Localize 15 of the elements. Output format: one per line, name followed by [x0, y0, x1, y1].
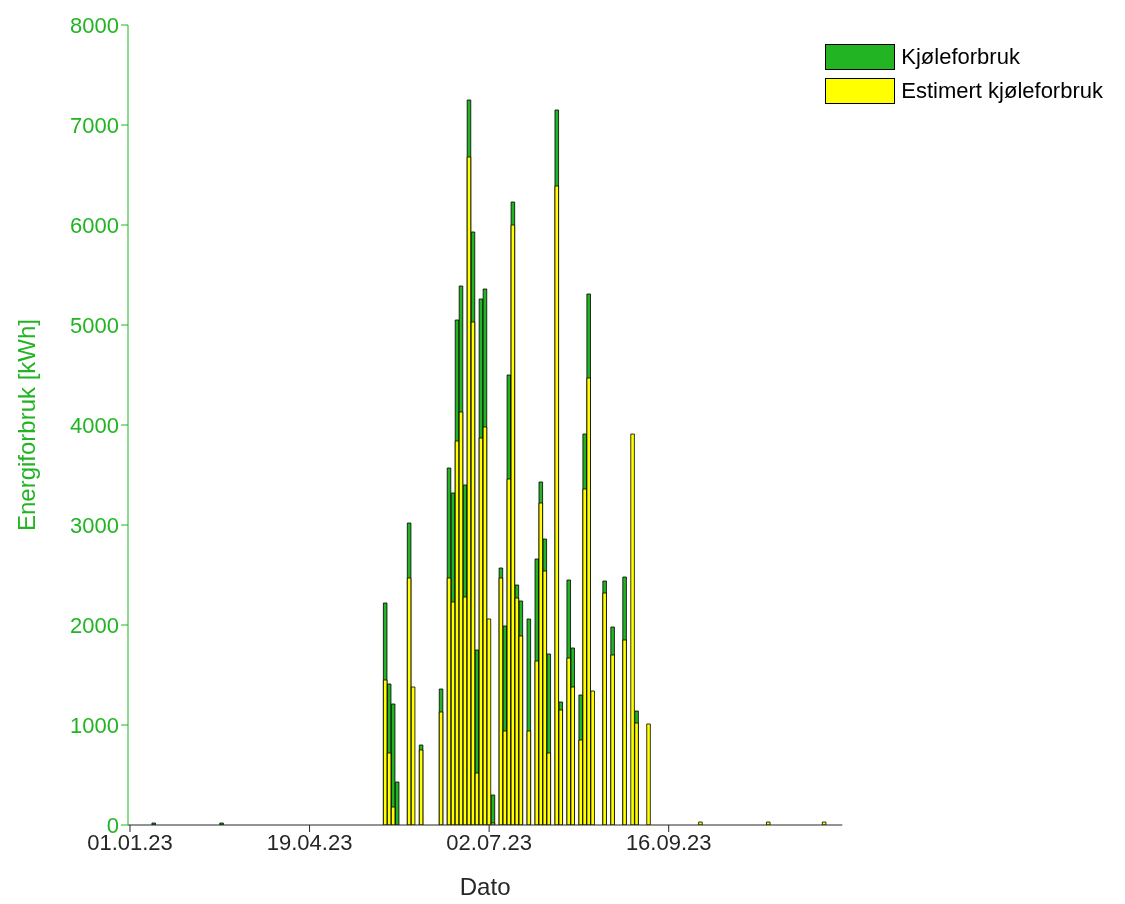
y-tick-label: 3000 [70, 512, 119, 538]
y-tick-label: 1000 [70, 712, 119, 738]
x-tick-label: 16.09.23 [625, 829, 712, 855]
y-tick-label: 8000 [70, 12, 119, 38]
legend-label: Estimert kjøleforbruk [901, 77, 1103, 105]
y-tick-label: 5000 [70, 312, 119, 338]
y-tick-label: 6000 [70, 212, 119, 238]
y-tick-label: 7000 [70, 112, 119, 138]
y-axis-title: Energiforbruk [kWh] [12, 318, 40, 532]
y-tick-label: 2000 [70, 612, 119, 638]
x-axis-title: Dato [459, 873, 511, 900]
x-tick-label: 02.07.23 [446, 829, 532, 855]
x-tick-label: 19.04.23 [266, 829, 353, 855]
y-tick-label: 4000 [70, 412, 119, 438]
legend-label: Kjøleforbruk [901, 43, 1020, 71]
